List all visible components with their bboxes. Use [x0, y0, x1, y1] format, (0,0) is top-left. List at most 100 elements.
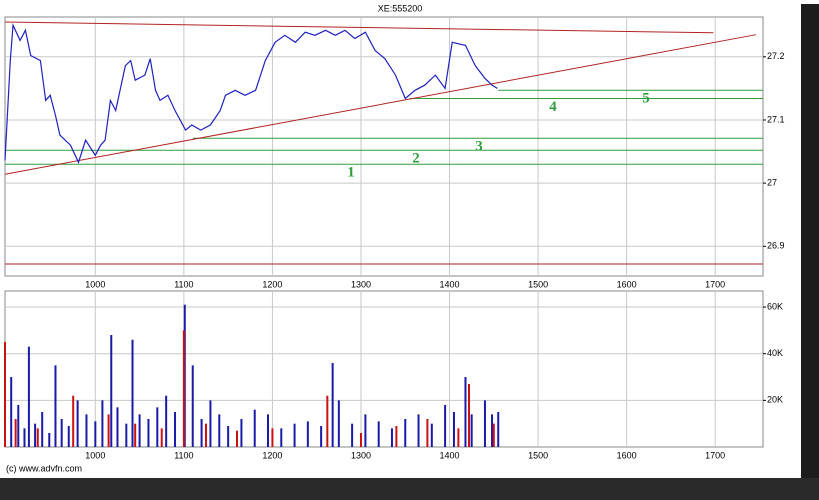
volume-bar: [326, 395, 329, 447]
volume-bar: [377, 421, 380, 447]
volume-bar: [236, 430, 239, 447]
volume-bar: [27, 346, 30, 447]
x-tick-label: 1600: [617, 279, 637, 289]
y-tick-label: 60K: [767, 301, 783, 311]
volume-bar: [67, 426, 70, 447]
volume-bar: [404, 419, 407, 447]
volume-bar: [205, 423, 208, 447]
volume-bar: [94, 421, 97, 447]
volume-bar: [125, 423, 128, 447]
volume-bar: [253, 409, 256, 447]
level-label: 1: [347, 165, 355, 181]
level-label: 3: [475, 139, 483, 155]
volume-bar: [218, 414, 221, 447]
volume-bar: [491, 414, 494, 447]
y-tick-label: 27.2: [767, 51, 785, 61]
frame-bottom: [0, 478, 819, 500]
volume-bar: [85, 414, 88, 447]
volume-bar: [280, 428, 283, 447]
volume-bar: [271, 428, 274, 447]
volume-panel: [4, 290, 764, 448]
x-tick-label: 1500: [528, 279, 548, 289]
volume-bar: [395, 426, 398, 447]
volume-bar: [483, 400, 486, 447]
volume-bar: [23, 428, 26, 447]
y-tick-label: 26.9: [767, 241, 785, 251]
x-tick-label: 1300: [351, 279, 371, 289]
volume-bar: [430, 423, 433, 447]
x-tick-label: 1000: [85, 279, 105, 289]
volume-bar: [54, 365, 57, 447]
volume-bar: [209, 400, 212, 447]
level-label: 2: [412, 151, 420, 167]
x-tick-label: 1400: [440, 450, 460, 460]
x-tick-label: 1100: [174, 450, 193, 460]
volume-bar: [134, 423, 137, 447]
x-tick-label: 1000: [85, 450, 105, 460]
price-line: [4, 22, 498, 164]
volume-bar: [320, 426, 323, 447]
volume-bar: [240, 419, 243, 447]
y-tick-label: 27.1: [767, 114, 785, 124]
volume-bar: [101, 400, 104, 447]
x-tick-label: 1700: [705, 279, 725, 289]
volume-bar: [17, 405, 20, 447]
x-tick-label: 1600: [617, 450, 637, 460]
volume-bar: [138, 414, 141, 447]
volume-bar: [452, 412, 455, 447]
level-label: 4: [549, 99, 557, 115]
volume-bar: [165, 395, 168, 447]
volume-bar: [76, 400, 79, 447]
volume-bar: [331, 363, 334, 447]
volume-bar: [60, 419, 63, 447]
volume-bar: [293, 423, 296, 447]
y-tick-label: 40K: [767, 348, 783, 358]
volume-bar: [160, 428, 163, 447]
volume-bar: [34, 423, 37, 447]
volume-bar: [131, 339, 134, 447]
x-tick-label: 1100: [174, 279, 193, 289]
level-label: 5: [642, 91, 650, 107]
y-tick-label: 20K: [767, 395, 783, 405]
volume-bar: [107, 414, 110, 447]
price-panel: [4, 16, 764, 277]
footer: (c) www.advfn.com: [6, 463, 82, 473]
volume-bar: [174, 412, 177, 447]
x-tick-label: 1200: [262, 279, 282, 289]
volume-bar: [156, 407, 159, 447]
volume-bar: [464, 377, 467, 447]
y-tick-label: 27: [767, 178, 777, 188]
x-tick-label: 1200: [262, 450, 282, 460]
volume-bar: [337, 400, 340, 447]
trendline: [4, 34, 757, 175]
volume-bar: [116, 407, 119, 447]
volume-bar: [492, 423, 495, 447]
volume-bar: [72, 395, 75, 447]
volume-bar: [306, 421, 309, 447]
volume-bar: [41, 412, 44, 447]
volume-bar: [497, 412, 500, 447]
volume-bar: [4, 342, 6, 447]
volume-bar: [10, 377, 13, 447]
volume-bar: [364, 414, 367, 447]
chart-title: XE:555200: [378, 3, 423, 13]
x-tick-label: 1400: [440, 279, 460, 289]
volume-bar: [14, 419, 17, 447]
frame-right: [801, 4, 819, 500]
volume-bar: [468, 384, 471, 447]
volume-bar: [36, 428, 39, 447]
volume-bar: [444, 405, 447, 447]
volume-bar: [457, 428, 460, 447]
volume-bar: [426, 419, 429, 447]
x-tick-label: 1300: [351, 450, 371, 460]
volume-bar: [200, 419, 203, 447]
volume-bar: [417, 414, 420, 447]
volume-bar: [110, 335, 113, 447]
volume-bar: [147, 419, 150, 447]
volume-bar: [470, 414, 473, 447]
volume-bar: [48, 433, 51, 447]
volume-bar: [191, 365, 194, 447]
volume-bar: [390, 428, 393, 447]
volume-bar: [182, 330, 185, 447]
